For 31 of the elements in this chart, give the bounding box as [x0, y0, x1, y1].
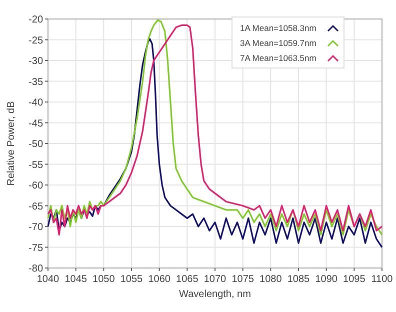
x-tick-label: 1075: [232, 274, 254, 285]
y-tick-label: -70: [28, 222, 44, 233]
y-tick-label: -40: [28, 98, 44, 108]
legend-label: 1A Mean=1058.3nm: [240, 23, 316, 33]
x-tick-label: 1065: [176, 274, 199, 285]
y-tick-label: -35: [28, 76, 44, 88]
x-tick-label: 1090: [315, 274, 338, 285]
x-tick-label: 1100: [371, 274, 394, 285]
x-tick-label: 1085: [287, 274, 310, 285]
legend-label: 3A Mean=1059.7nm: [240, 38, 316, 48]
y-tick-label: -25: [28, 35, 44, 46]
x-tick-label: 1040: [36, 274, 60, 285]
x-tick-label: 1050: [92, 274, 116, 285]
y-tick-label: -55: [28, 160, 44, 171]
y-tick-label: -80: [28, 264, 44, 274]
x-tick-label: 1095: [343, 274, 366, 285]
x-tick-label: 1070: [204, 274, 227, 285]
y-tick-label: -65: [28, 201, 44, 212]
x-tick-label: 1055: [120, 274, 144, 285]
y-tick-label: -20: [28, 14, 44, 26]
legend-label: 7A Mean=1063.5nm: [240, 53, 316, 63]
x-tick-label: 1060: [148, 274, 171, 285]
y-tick-label: -60: [28, 180, 44, 192]
y-axis-title: Relative Power, dB: [6, 100, 17, 186]
x-tick-label: 1080: [260, 274, 282, 285]
x-axis-title: Wavelength, nm: [179, 289, 251, 300]
y-tick-label: -30: [28, 56, 44, 67]
y-tick-label: -50: [28, 139, 44, 150]
y-tick-label: -45: [28, 118, 44, 130]
x-tick-label: 1045: [64, 274, 88, 285]
y-tick-label: -75: [28, 242, 44, 254]
